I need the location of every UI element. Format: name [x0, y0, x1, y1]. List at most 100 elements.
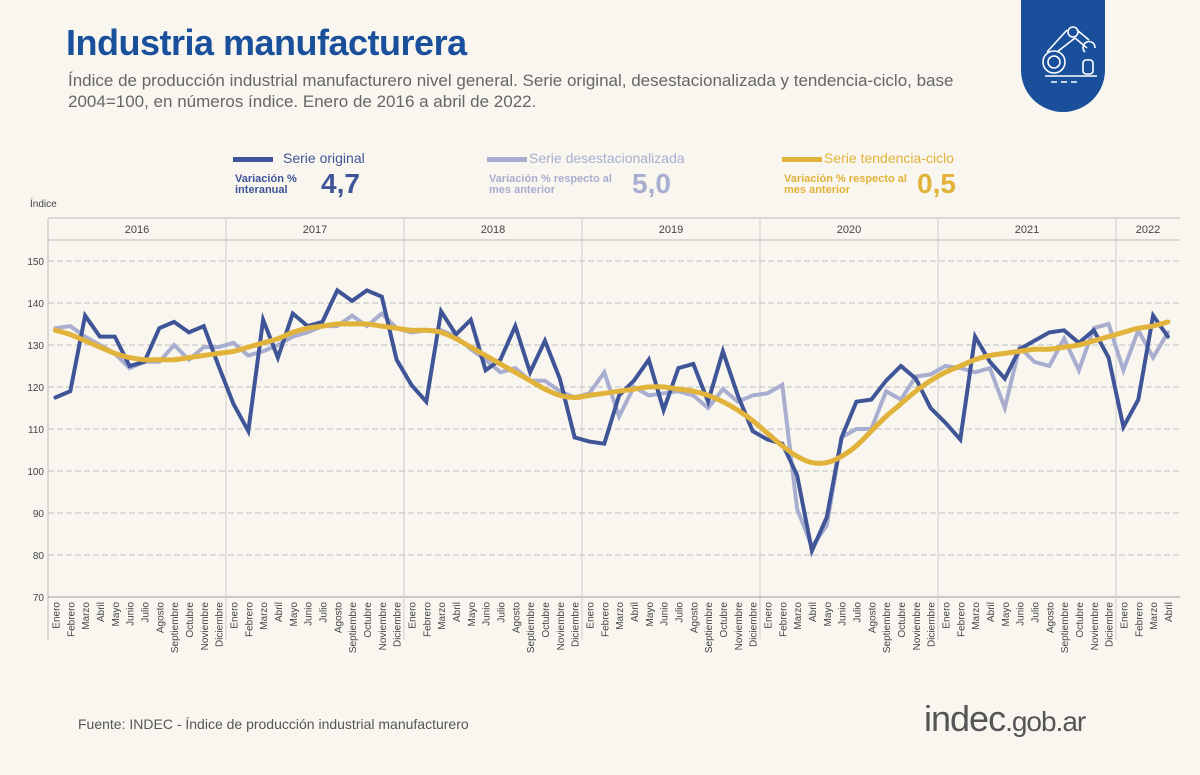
x-tick-label: Noviembre: [378, 602, 389, 651]
x-tick-label: Marzo: [615, 602, 626, 630]
legend-swatch: [782, 156, 822, 162]
x-tick-label: Febrero: [956, 602, 967, 637]
y-tick-label: 70: [33, 593, 45, 604]
x-tick-label: Mayo: [1001, 602, 1012, 627]
x-tick-label: Agosto: [1045, 602, 1056, 634]
x-tick-label: Diciembre: [1105, 602, 1116, 647]
x-tick-label: Diciembre: [927, 602, 938, 647]
x-tick-label: Abril: [96, 602, 107, 622]
page-title: Industria manufacturera: [66, 22, 467, 63]
x-tick-label: Enero: [941, 602, 952, 629]
x-tick-label: Octubre: [719, 602, 730, 638]
x-tick-label: Diciembre: [749, 602, 760, 647]
indec-logo: indec.gob.ar: [924, 698, 1086, 739]
year-label: 2016: [125, 224, 149, 236]
series-line-original: [53, 287, 1170, 558]
x-tick-label: Junio: [304, 602, 315, 626]
x-tick-label: Septiembre: [170, 602, 181, 654]
y-axis-label: Índice: [30, 197, 57, 210]
x-tick-label: Julio: [852, 602, 863, 623]
legend-sub: Variación % respecto al mes anterior: [489, 173, 612, 196]
y-tick-label: 100: [27, 467, 44, 478]
x-tick-label: Marzo: [971, 602, 982, 630]
x-tick-label: Febrero: [1134, 602, 1145, 637]
x-tick-label: Agosto: [333, 602, 344, 634]
x-tick-label: Febrero: [66, 602, 77, 637]
legend-original: Serie original Variación % interanual 4,…: [233, 150, 365, 199]
legend-label: Serie tendencia-ciclo: [824, 150, 954, 166]
x-tick-label: Mayo: [111, 602, 122, 627]
legend-tendencia: Serie tendencia-ciclo Variación % respec…: [782, 150, 956, 199]
legend-value: 4,7: [321, 168, 360, 199]
x-tick-label: Marzo: [259, 602, 270, 630]
x-tick-label: Febrero: [600, 602, 611, 637]
x-tick-label: Mayo: [645, 602, 656, 627]
x-tick-label: Abril: [986, 602, 997, 622]
x-tick-label: Septiembre: [1060, 602, 1071, 654]
source-note: Fuente: INDEC - Índice de producción ind…: [78, 716, 469, 732]
x-tick-label: Julio: [140, 602, 151, 623]
y-tick-label: 130: [27, 341, 44, 352]
x-tick-label: Agosto: [155, 602, 166, 634]
x-tick-label: Septiembre: [882, 602, 893, 654]
x-tick-label: Noviembre: [1090, 602, 1101, 651]
x-tick-label: Marzo: [437, 602, 448, 630]
x-tick-label: Diciembre: [393, 602, 404, 647]
x-tick-label: Mayo: [289, 602, 300, 627]
x-tick-label: Julio: [674, 602, 685, 623]
year-label: 2020: [837, 224, 861, 236]
x-tick-label: Enero: [51, 602, 62, 629]
x-tick-label: Junio: [660, 602, 671, 626]
x-tick-label: Abril: [630, 602, 641, 622]
x-tick-label: Noviembre: [912, 602, 923, 651]
x-tick-label: Octubre: [185, 602, 196, 638]
x-tick-label: Marzo: [793, 602, 804, 630]
robot-arm-icon: [1042, 26, 1097, 83]
legend-label: Serie desestacionalizada: [529, 150, 685, 166]
x-tick-label: Agosto: [511, 602, 522, 634]
x-tick-label: Enero: [763, 602, 774, 629]
x-tick-label: Octubre: [897, 602, 908, 638]
year-label: 2017: [303, 224, 327, 236]
x-tick-label: Abril: [808, 602, 819, 622]
x-tick-label: Noviembre: [200, 602, 211, 651]
x-tick-label: Diciembre: [571, 602, 582, 647]
legend-value: 0,5: [917, 168, 956, 199]
x-tick-label: Julio: [1030, 602, 1041, 623]
y-tick-label: 90: [33, 509, 45, 520]
x-tick-label: Junio: [126, 602, 137, 626]
x-tick-label: Abril: [274, 602, 285, 622]
x-tick-label: Septiembre: [704, 602, 715, 654]
x-tick-label: Abril: [452, 602, 463, 622]
x-tick-label: Marzo: [1149, 602, 1160, 630]
x-tick-label: Diciembre: [215, 602, 226, 647]
x-tick-label: Mayo: [823, 602, 834, 627]
y-tick-label: 110: [28, 425, 44, 436]
x-tick-label: Enero: [229, 602, 240, 629]
x-tick-label: Marzo: [81, 602, 92, 630]
x-tick-label: Febrero: [244, 602, 255, 637]
x-tick-label: Abril: [1164, 602, 1175, 622]
x-tick-label: Febrero: [778, 602, 789, 637]
legend-desest: Serie desestacionalizada Variación % res…: [487, 150, 685, 199]
x-tick-label: Octubre: [541, 602, 552, 638]
x-tick-label: Mayo: [467, 602, 478, 627]
x-tick-label: Agosto: [867, 602, 878, 634]
year-label: 2021: [1015, 224, 1039, 236]
x-tick-label: Enero: [585, 602, 596, 629]
series-line-desestacionalizada: [53, 310, 1170, 551]
y-tick-label: 140: [27, 299, 44, 310]
year-label: 2019: [659, 224, 683, 236]
x-tick-label: Septiembre: [526, 602, 537, 654]
legend-swatch: [233, 156, 273, 162]
legend-swatch: [487, 156, 527, 162]
y-tick-label: 120: [27, 383, 44, 394]
x-tick-label: Enero: [1119, 602, 1130, 629]
legend-value: 5,0: [632, 168, 671, 199]
y-tick-label: 150: [27, 257, 44, 268]
legend-label: Serie original: [283, 150, 365, 166]
year-label: 2022: [1136, 224, 1160, 236]
x-tick-label: Noviembre: [556, 602, 567, 651]
x-tick-label: Julio: [496, 602, 507, 623]
